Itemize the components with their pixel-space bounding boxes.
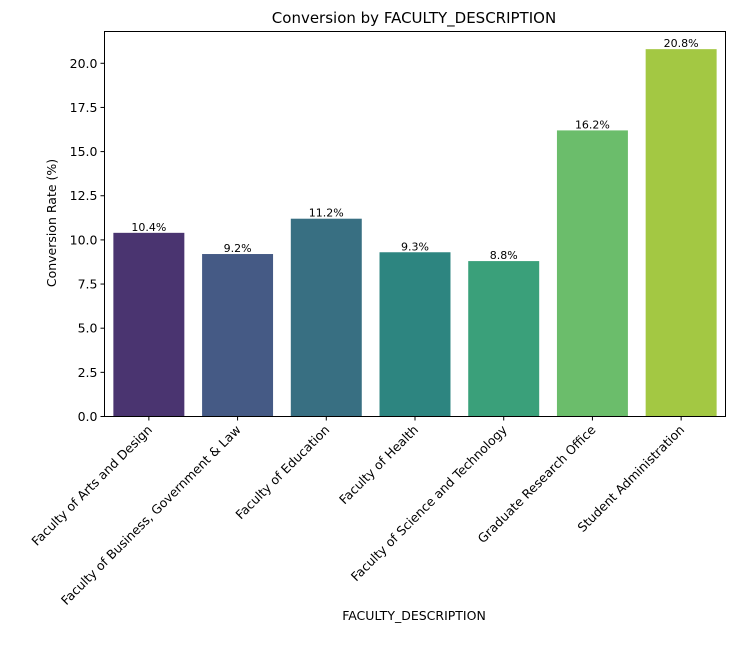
bar	[290, 218, 362, 417]
chart-title: Conversion by FACULTY_DESCRIPTION	[272, 9, 556, 28]
y-tick-label: 12.5	[70, 188, 98, 203]
bar	[202, 254, 274, 417]
bar-value-label: 9.3%	[401, 240, 429, 253]
plot-frame	[104, 31, 726, 417]
bar-value-label: 10.4%	[131, 221, 166, 234]
y-tick-label: 7.5	[78, 277, 98, 292]
y-tick-label: 5.0	[78, 321, 98, 336]
y-tick-label: 15.0	[70, 144, 98, 159]
y-axis-ticks: 0.0 2.5 5.0 7.5 10.0 12.5 15.0 17.5 20.0	[70, 56, 105, 424]
y-tick-label: 0.0	[78, 409, 98, 424]
x-axis-label: FACULTY_DESCRIPTION	[342, 608, 486, 623]
bar	[379, 252, 451, 417]
bar-value-label: 20.8%	[664, 37, 699, 50]
bar-value-label: 9.2%	[224, 242, 252, 255]
y-tick-label: 17.5	[70, 100, 98, 115]
y-tick-label: 2.5	[78, 365, 98, 380]
bar	[468, 261, 540, 417]
y-tick-label: 20.0	[70, 56, 98, 71]
x-tick-label: Faculty of Business, Government & Law	[58, 422, 244, 608]
x-tick-label: Faculty of Health	[336, 422, 421, 507]
x-tick-label: Faculty of Science and Technology	[348, 422, 510, 584]
y-axis-label: Conversion Rate (%)	[44, 159, 59, 287]
x-tick-label: Faculty of Education	[232, 422, 332, 522]
y-tick-label: 10.0	[70, 232, 98, 247]
bar	[556, 130, 628, 417]
bar-value-label: 16.2%	[575, 118, 610, 131]
bars-group	[113, 49, 717, 417]
bar	[645, 49, 717, 417]
bar	[113, 232, 185, 417]
data-labels-group: 10.4% 9.2% 11.2% 9.3% 8.8% 16.2% 20.8%	[131, 37, 698, 262]
bar-value-label: 11.2%	[309, 207, 344, 220]
bar-value-label: 8.8%	[490, 249, 518, 262]
